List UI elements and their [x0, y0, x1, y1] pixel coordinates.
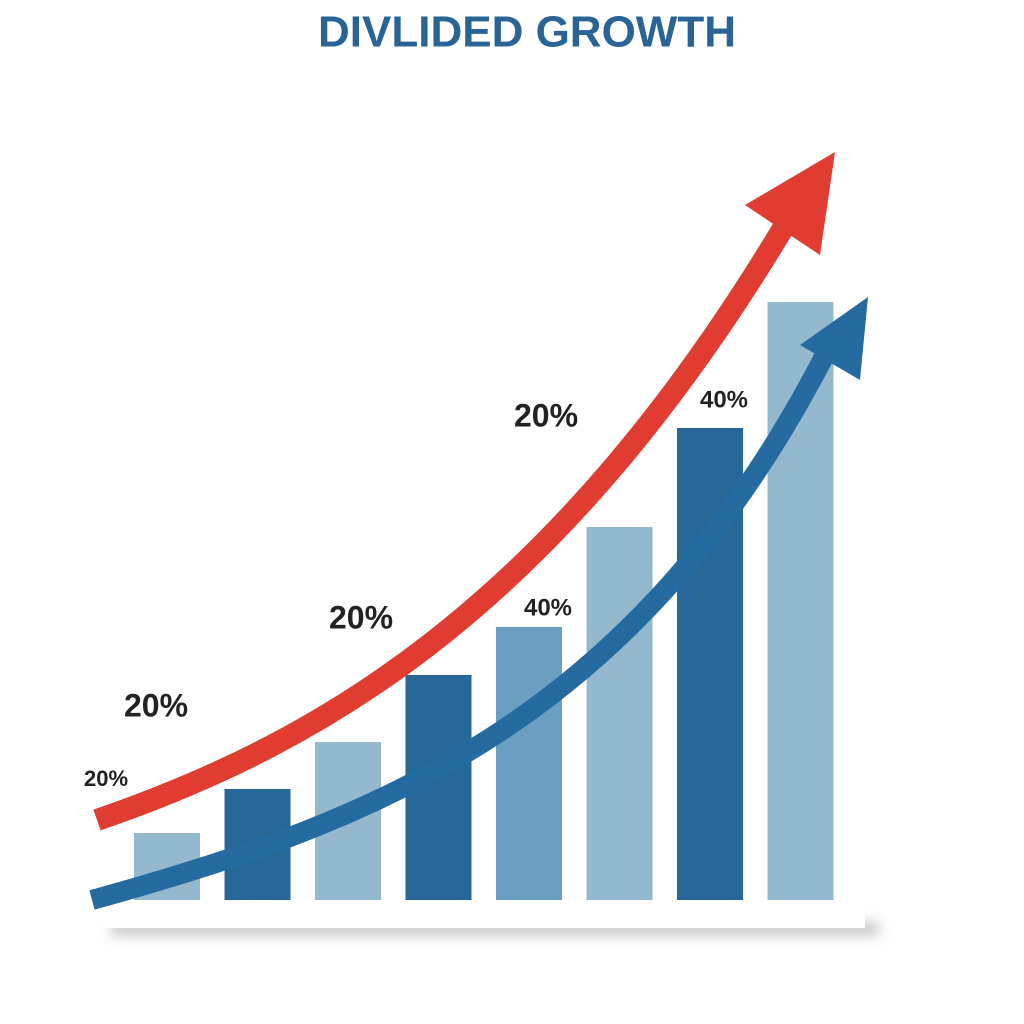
chart-base [100, 900, 865, 928]
blue-arrowhead [800, 297, 868, 380]
annotation: 20% [124, 687, 188, 723]
annotation: 20% [329, 599, 393, 635]
annotation: 20% [84, 766, 128, 791]
red-arrow [93, 219, 795, 831]
annotation: 20% [514, 397, 578, 433]
red-arrowhead [745, 152, 835, 255]
bar [496, 627, 562, 900]
blue-arrow [89, 340, 839, 910]
annotation: 40% [700, 386, 748, 413]
labels: 20% 20% 20% 20% 40% 40% [84, 386, 748, 790]
annotation: 40% [524, 594, 572, 621]
chart-title: DIVLIDED GROWTH [318, 8, 736, 57]
bar [586, 527, 653, 900]
